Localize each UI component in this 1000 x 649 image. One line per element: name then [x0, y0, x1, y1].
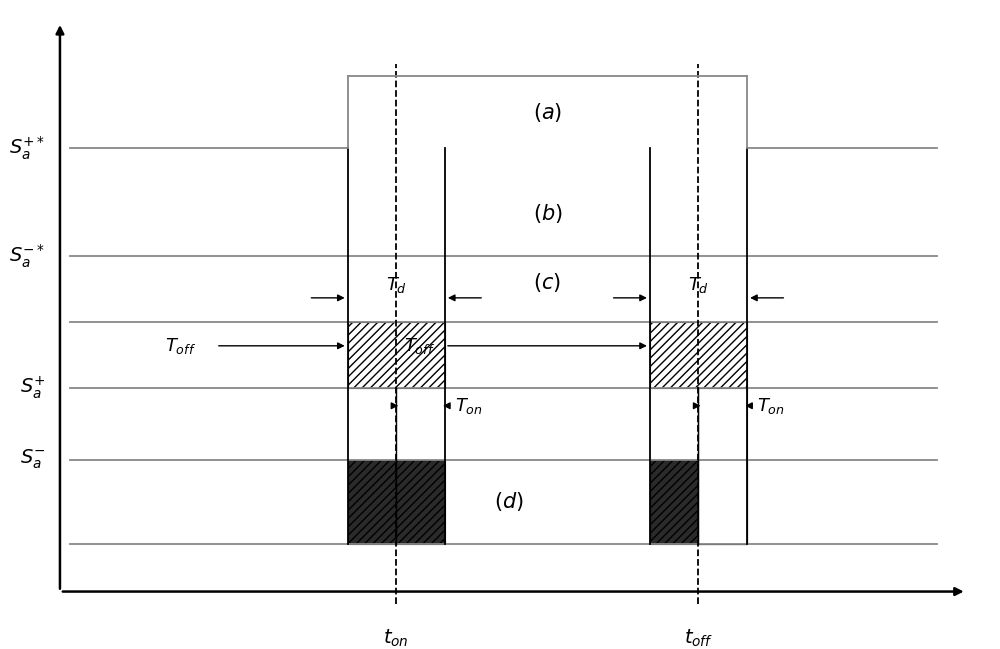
Text: $(a)$: $(a)$: [533, 101, 562, 123]
Bar: [348, 322, 445, 387]
Text: $S_a^{-*}$: $S_a^{-*}$: [9, 242, 45, 269]
Text: $T_{off}$: $T_{off}$: [165, 336, 196, 356]
Text: $t_{on}$: $t_{on}$: [383, 628, 409, 649]
Text: $T_{on}$: $T_{on}$: [455, 396, 483, 416]
Text: $(b)$: $(b)$: [533, 202, 562, 225]
Text: $T_d$: $T_d$: [688, 275, 709, 295]
Text: $T_{on}$: $T_{on}$: [757, 396, 785, 416]
Text: $S_a^{+*}$: $S_a^{+*}$: [9, 134, 45, 162]
Text: $t_{off}$: $t_{off}$: [684, 628, 713, 649]
Bar: [650, 459, 747, 544]
Bar: [650, 322, 747, 387]
Text: $(d)$: $(d)$: [494, 490, 524, 513]
Text: $T_{off}$: $T_{off}$: [404, 336, 435, 356]
Text: $S_a^{+}$: $S_a^{+}$: [20, 374, 45, 401]
Bar: [698, 387, 747, 544]
Bar: [348, 459, 445, 544]
Text: $(c)$: $(c)$: [533, 271, 561, 295]
Text: $S_a^{-}$: $S_a^{-}$: [20, 448, 45, 471]
Text: $T_d$: $T_d$: [386, 275, 407, 295]
